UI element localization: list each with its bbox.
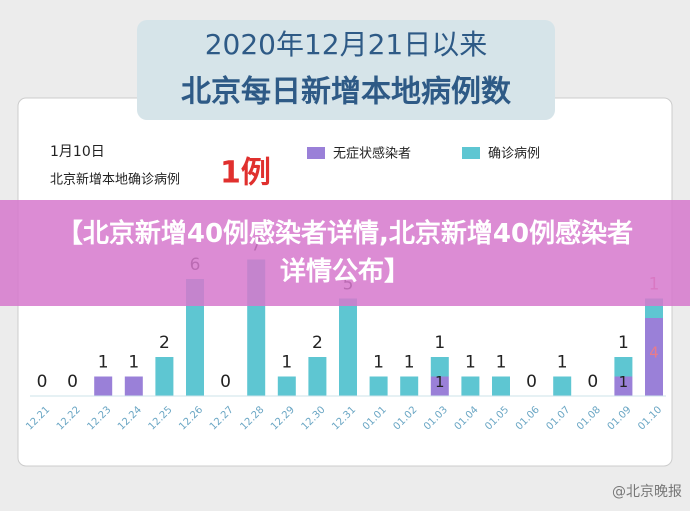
bar-segment [124,376,143,396]
data-label: 0 [67,372,78,392]
data-label: 2 [159,333,170,353]
data-label: 1 [373,353,384,373]
bar-segment [277,376,296,396]
data-label: 1 [404,353,415,373]
data-label: 1 [619,373,629,391]
data-label: 2 [312,333,323,353]
bar-segment [645,318,663,396]
data-label: 4 [649,344,659,362]
data-label: 0 [587,372,598,392]
data-label: 1 [435,373,445,391]
bar-segment [339,298,357,396]
legend-label: 确诊病例 [488,147,540,162]
bar-segment [614,376,633,396]
bar-segment [430,357,449,377]
bar-segment [400,376,419,396]
data-label: 0 [37,372,48,392]
legend-label: 无症状感染者 [333,146,411,162]
data-label: 1 [496,353,507,373]
data-label: 1 [98,353,109,373]
bar-segment [369,376,388,396]
banner: 【北京新增40例感染者详情,北京新增40例感染者详情公布】 [0,200,690,306]
legend-swatch [307,147,325,159]
bar-segment [461,376,480,396]
bar-segment [186,279,204,396]
title: 北京每日新增本地病例数 [181,75,512,110]
data-label: 0 [526,372,537,392]
data-label: 1 [128,353,139,373]
data-label: 1 [281,353,292,373]
title: 2020年12月21日以来 [205,28,488,61]
bar-segment [308,357,327,396]
data-label: 1 [618,333,629,353]
data-label: 0 [220,372,231,392]
watermark: @北京晚报 [612,484,682,500]
bar-segment [553,376,572,396]
note-count: 1例 [220,156,271,191]
bar-segment [155,357,174,396]
bar-segment [492,376,510,396]
header-box [137,20,555,120]
note-date: 1月10日 [50,144,105,160]
data-label: 1 [557,353,568,373]
bar-segment [430,376,449,396]
bar-segment [614,357,633,377]
data-label: 1 [434,333,445,353]
bar-segment [94,376,113,396]
data-label: 1 [465,353,476,373]
note-text: 北京新增本地确诊病例 [50,172,180,188]
legend-swatch [462,147,480,159]
banner-text: 【北京新增40例感染者详情,北京新增40例感染者详情公布】 [56,219,634,287]
